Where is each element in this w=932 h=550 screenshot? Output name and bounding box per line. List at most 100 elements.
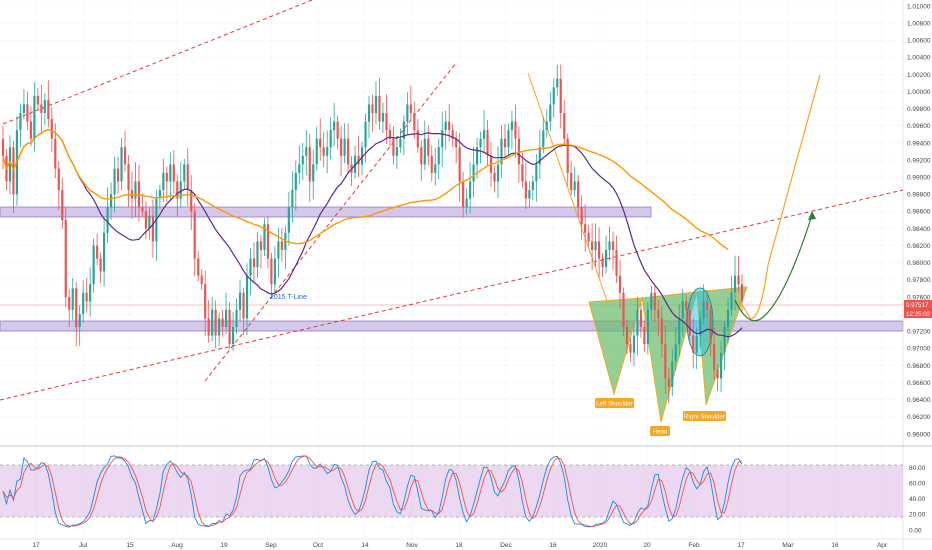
candle: [43, 93, 46, 125]
price-tick-label: 0.97200: [907, 329, 931, 336]
candle: [333, 102, 336, 147]
candle: [643, 320, 646, 352]
candle: [587, 225, 590, 247]
candle: [695, 327, 698, 370]
candle: [692, 318, 695, 369]
time-tick-label: 20: [643, 542, 651, 549]
head-triangle: [641, 291, 698, 423]
candle: [570, 160, 573, 196]
candle: [479, 131, 482, 164]
head-tag: Head: [650, 426, 670, 436]
oscillator-tick-label: 80.00: [909, 465, 926, 472]
time-tick-label: Sep: [265, 542, 277, 549]
candle: [507, 123, 510, 155]
candle: [402, 115, 405, 156]
price-tick-label: 0.99400: [907, 140, 931, 147]
candle: [611, 231, 615, 270]
candle: [685, 294, 688, 323]
candle: [109, 182, 113, 220]
candle: [559, 64, 562, 129]
candle: [319, 118, 322, 161]
candle: [699, 311, 702, 348]
price-tick-label: 0.96600: [907, 380, 931, 387]
candle: [357, 135, 360, 178]
candle: [103, 217, 106, 287]
price-tick-label: 0.98200: [907, 243, 931, 250]
trendline-2015: [0, 189, 904, 401]
candle: [238, 280, 242, 322]
candle: [371, 94, 374, 133]
trendline-label: 2015 T-Line: [270, 294, 307, 301]
candle: [458, 133, 461, 202]
candle: [503, 124, 507, 159]
candle: [284, 225, 287, 269]
svg-text:12:25:02: 12:25:02: [906, 311, 931, 318]
price-tick-label: 0.98400: [907, 226, 931, 233]
candle: [521, 152, 524, 188]
time-tick-label: 2020: [593, 542, 608, 549]
price-tick-label: 0.99800: [907, 106, 931, 113]
oscillator-tick-label: 40.00: [909, 496, 926, 503]
candle: [486, 119, 489, 167]
candle: [437, 138, 440, 180]
candle: [625, 319, 629, 355]
candle: [270, 252, 273, 299]
svg-text:Head: Head: [653, 429, 668, 436]
candle: [591, 223, 594, 271]
candle: [183, 158, 186, 189]
candle: [231, 312, 235, 351]
oscillator-tick-label: 20.00: [909, 512, 926, 519]
candle: [430, 145, 433, 182]
time-tick-label: Aug: [171, 542, 183, 549]
candle: [29, 106, 32, 147]
right-shoulder-tag: Right Shoulder: [683, 411, 726, 421]
candle: [524, 162, 527, 210]
candle: [71, 277, 74, 321]
moving-average-short: [2, 129, 743, 338]
candle: [214, 300, 217, 349]
candle: [597, 227, 601, 278]
candle: [144, 201, 148, 240]
candle: [395, 135, 398, 169]
price-axis[interactable]: 1.01000 1.00800 1.00600 1.00400 1.00200 1.000…: [907, 3, 931, 438]
time-axis[interactable]: 17 Jul 15 Aug 19 Sep Oct 14 Nov 18 Dec 16 2020 20 Feb 1…: [32, 542, 888, 549]
time-tick-label: 14: [361, 542, 369, 549]
candle: [500, 125, 503, 178]
candle: [681, 289, 684, 337]
candle: [423, 120, 426, 170]
candle: [720, 340, 723, 392]
candle: [343, 123, 346, 164]
candle: [650, 285, 653, 321]
candle: [646, 302, 649, 355]
candle: [294, 160, 297, 211]
candle: [225, 292, 228, 335]
candle: [78, 305, 81, 346]
candle: [235, 298, 238, 334]
candle: [535, 153, 538, 202]
price-tick-label: 0.97000: [907, 346, 931, 353]
candle: [618, 260, 622, 309]
candle: [197, 250, 200, 282]
candle: [113, 156, 116, 213]
candle: [179, 162, 182, 208]
candle: [326, 130, 329, 173]
candle: [151, 200, 154, 258]
support-zone: [0, 320, 904, 332]
candle: [657, 299, 660, 337]
projection-bullish: [734, 74, 821, 319]
trendline-head-to-shoulder: [527, 72, 608, 302]
candle: [287, 191, 290, 246]
candle: [207, 300, 210, 343]
candle: [218, 312, 221, 347]
candle: [441, 111, 444, 167]
candle: [266, 216, 270, 269]
price-tick-label: 0.99200: [907, 157, 931, 164]
candle: [22, 89, 25, 120]
candle: [629, 338, 632, 362]
price-tick-label: 1.00200: [907, 72, 931, 79]
candle: [664, 325, 667, 394]
time-tick-label: Apr: [877, 542, 888, 549]
time-tick-label: 16: [549, 542, 557, 549]
candle: [563, 100, 566, 146]
